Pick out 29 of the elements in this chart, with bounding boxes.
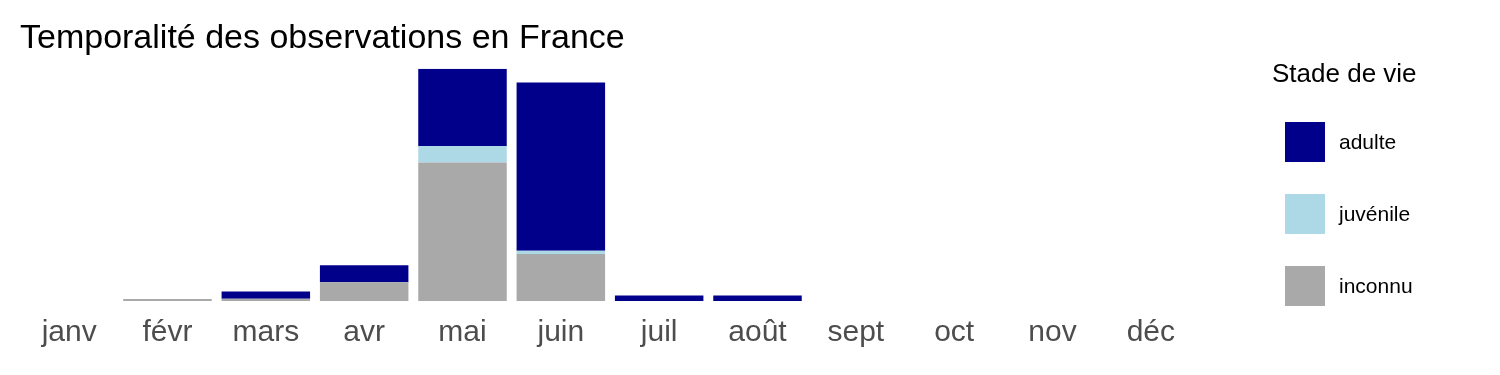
- legend-label: juvénile: [1339, 202, 1411, 226]
- x-tick-label: janv: [40, 314, 97, 348]
- bar: [713, 295, 802, 301]
- x-tick-label: déc: [1126, 314, 1176, 348]
- x-tick-label: oct: [934, 314, 975, 348]
- bar: [516, 82, 606, 251]
- bar: [319, 265, 409, 283]
- x-tick-label: sept: [827, 314, 885, 348]
- bar: [221, 291, 311, 299]
- bar: [123, 298, 212, 301]
- legend-label: adulte: [1339, 130, 1397, 154]
- x-tick-label: nov: [1028, 314, 1077, 348]
- bar: [319, 282, 409, 301]
- bar: [614, 295, 704, 301]
- x-tick-label: juin: [536, 314, 585, 348]
- bar: [418, 162, 507, 301]
- x-tick-label: juil: [639, 314, 678, 348]
- bar: [418, 68, 507, 146]
- legend-title: Stade de vie: [1272, 58, 1417, 89]
- chart-title: Temporalité des observations en France: [20, 16, 625, 55]
- x-tick-label: août: [728, 314, 788, 348]
- legend-label: inconnu: [1339, 274, 1413, 298]
- x-tick-label: mars: [232, 314, 300, 348]
- bar: [418, 145, 507, 163]
- x-tick-label: févr: [142, 314, 193, 348]
- x-tick-label: avr: [343, 314, 386, 348]
- bar: [516, 254, 606, 301]
- bar: [516, 250, 606, 255]
- x-tick-label: mai: [438, 314, 487, 348]
